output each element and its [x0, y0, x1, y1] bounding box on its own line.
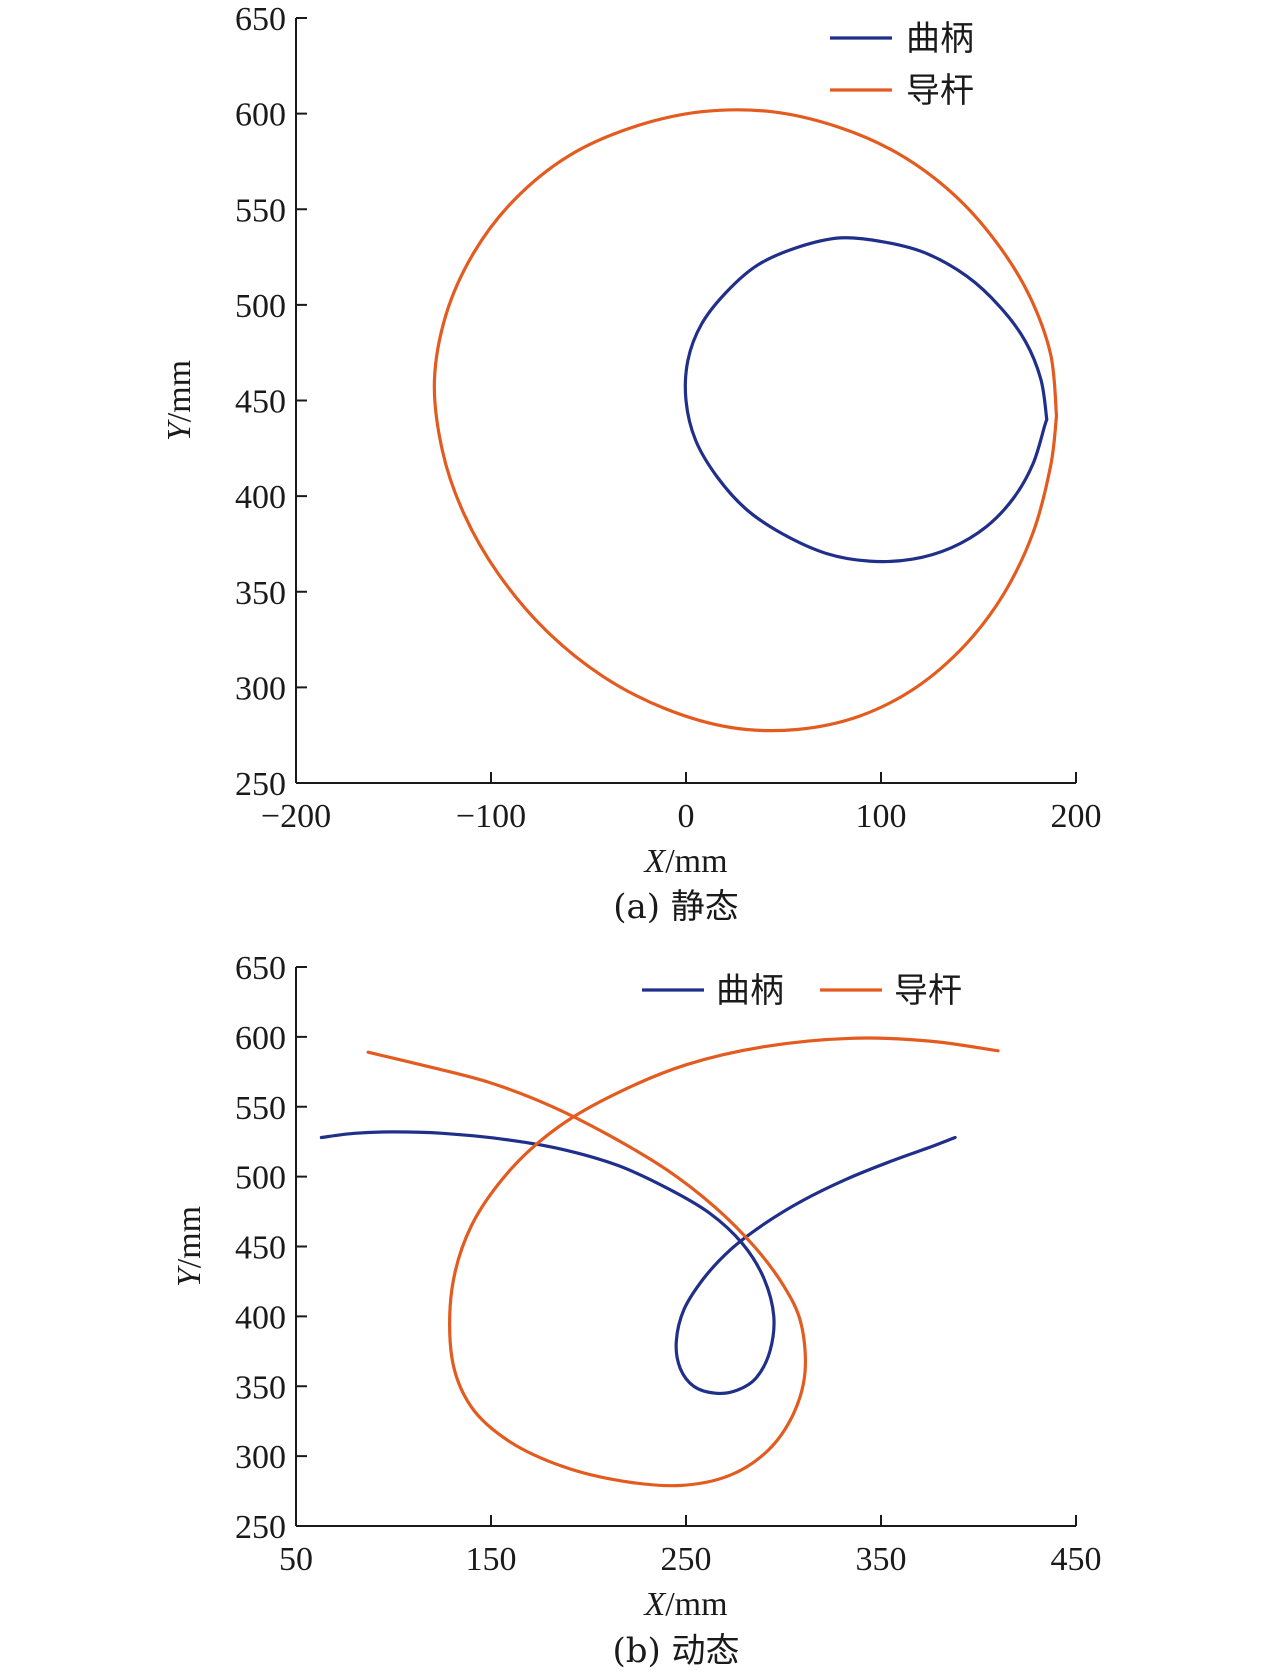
x-tick-label: 100: [856, 798, 907, 835]
y-tick-label: 450: [235, 384, 286, 421]
x-tick-label: 50: [279, 1541, 313, 1578]
figure-caption: (a) 静态: [613, 887, 739, 927]
y-tick-label: 600: [235, 1020, 286, 1057]
series-line-guide-rod: [366, 1036, 1000, 1488]
legend-label: 导杆: [894, 971, 962, 1011]
x-tick-label: 450: [1051, 1541, 1102, 1578]
y-tick-label: 350: [235, 575, 286, 612]
y-tick-label: 450: [235, 1230, 286, 1267]
y-tick-label: 400: [235, 1299, 286, 1336]
y-tick-label: 650: [235, 1, 286, 38]
x-tick-label: −100: [456, 798, 526, 835]
y-tick-label: 300: [235, 670, 286, 707]
y-tick-label: 250: [235, 1509, 286, 1546]
chart-panel-b: 250 300 350 400 450 500 550 600 650 50 150 250 350 45…: [171, 950, 1102, 1671]
x-tick-label: 0: [678, 798, 695, 835]
y-tick-label: 550: [235, 1090, 286, 1127]
y-axis-label: Y/mm: [161, 360, 198, 441]
y-tick-label: 350: [235, 1369, 286, 1406]
legend-label: 曲柄: [906, 19, 974, 59]
y-tick-label: 500: [235, 288, 286, 325]
y-axis-label: Y/mm: [171, 1206, 208, 1287]
x-axis-label: X/mm: [642, 843, 727, 880]
x-tick-label: −200: [261, 798, 331, 835]
legend-label: 导杆: [906, 71, 974, 111]
y-tick-label: 400: [235, 479, 286, 516]
x-tick-label: 250: [661, 1541, 712, 1578]
series-line-guide-rod: [432, 108, 1059, 733]
y-tick-label: 550: [235, 192, 286, 229]
series-line-crank: [683, 236, 1049, 564]
y-tick-label: 650: [235, 950, 286, 987]
x-tick-label: 350: [856, 1541, 907, 1578]
legend: 曲柄 导杆: [642, 971, 962, 1011]
series-line-crank: [319, 1130, 957, 1396]
legend-label: 曲柄: [716, 971, 784, 1011]
x-tick-label: 200: [1051, 798, 1102, 835]
y-tick-label: 500: [235, 1160, 286, 1197]
y-tick-label: 250: [235, 766, 286, 803]
x-tick-label: 150: [466, 1541, 517, 1578]
y-tick-label: 600: [235, 97, 286, 134]
chart-panel-a: 250 300 350 400 450 500 550 600 650 −200 −100 0 100 2…: [161, 1, 1102, 927]
figure-caption: (b) 动态: [612, 1631, 739, 1671]
y-tick-label: 300: [235, 1439, 286, 1476]
x-axis-label: X/mm: [642, 1586, 727, 1623]
